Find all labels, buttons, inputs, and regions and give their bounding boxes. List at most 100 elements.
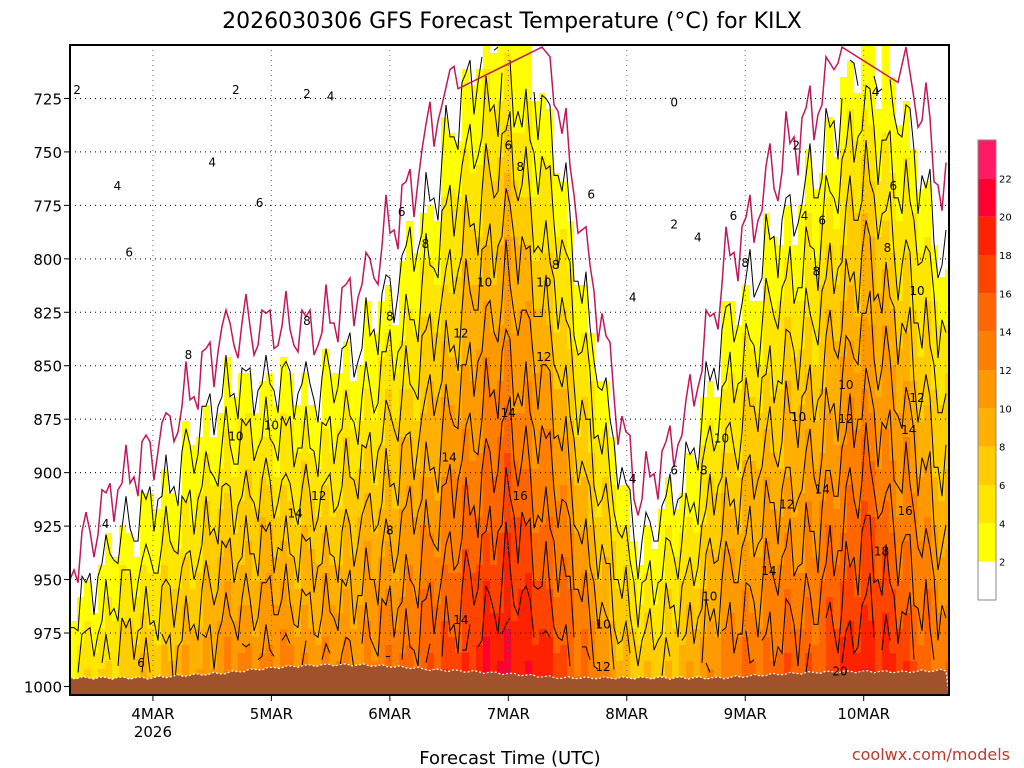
temperature-cell [364, 605, 372, 614]
temperature-cell [294, 517, 302, 526]
temperature-cell [413, 61, 421, 70]
temperature-cell [413, 557, 421, 566]
temperature-cell [413, 109, 421, 118]
temperature-cell [70, 397, 78, 406]
temperature-cell [462, 437, 470, 446]
temperature-cell [252, 637, 260, 646]
temperature-cell [77, 213, 85, 222]
temperature-cell [385, 205, 393, 214]
temperature-cell [98, 149, 106, 158]
temperature-cell [413, 325, 421, 334]
temperature-cell [406, 125, 414, 134]
temperature-cell [203, 101, 211, 110]
temperature-cell [84, 653, 92, 662]
temperature-cell [420, 109, 428, 118]
temperature-cell [210, 485, 218, 494]
temperature-cell [371, 277, 379, 286]
temperature-cell [91, 637, 99, 646]
temperature-cell [259, 149, 267, 158]
temperature-cell [301, 477, 309, 486]
temperature-cell [98, 221, 106, 230]
temperature-cell [399, 77, 407, 86]
temperature-cell [287, 61, 295, 70]
temperature-cell [371, 501, 379, 510]
temperature-cell [406, 365, 414, 374]
temperature-cell [287, 125, 295, 134]
temperature-cell [343, 269, 351, 278]
temperature-cell [385, 269, 393, 278]
temperature-cell [301, 565, 309, 574]
temperature-cell [84, 293, 92, 302]
temperature-cell [126, 45, 134, 54]
temperature-cell [280, 69, 288, 78]
temperature-cell [252, 325, 260, 334]
temperature-cell [350, 549, 358, 558]
temperature-cell [224, 525, 232, 534]
temperature-cell [252, 565, 260, 574]
temperature-cell [126, 373, 134, 382]
temperature-cell [189, 661, 197, 670]
temperature-cell [105, 605, 113, 614]
temperature-cell [161, 333, 169, 342]
temperature-cell [175, 205, 183, 214]
temperature-cell [133, 261, 141, 270]
temperature-cell [126, 421, 134, 430]
temperature-cell [259, 365, 267, 374]
temperature-cell [203, 285, 211, 294]
temperature-cell [147, 101, 155, 110]
temperature-cell [329, 333, 337, 342]
temperature-cell [301, 541, 309, 550]
temperature-cell [280, 653, 288, 662]
temperature-cell [154, 541, 162, 550]
temperature-cell [98, 229, 106, 238]
temperature-cell [252, 365, 260, 374]
temperature-cell [175, 397, 183, 406]
temperature-cell [273, 285, 281, 294]
temperature-cell [399, 221, 407, 230]
temperature-cell [399, 269, 407, 278]
temperature-cell [140, 141, 148, 150]
temperature-cell [371, 141, 379, 150]
temperature-cell [217, 133, 225, 142]
temperature-cell [105, 229, 113, 238]
temperature-cell [161, 389, 169, 398]
temperature-cell [357, 389, 365, 398]
temperature-cell [259, 141, 267, 150]
temperature-cell [112, 53, 120, 62]
temperature-cell [420, 541, 428, 550]
temperature-cell [182, 405, 190, 414]
temperature-cell [301, 173, 309, 182]
temperature-cell [469, 61, 477, 70]
temperature-cell [469, 629, 477, 638]
temperature-cell [238, 85, 246, 94]
temperature-cell [140, 373, 148, 382]
temperature-cell [329, 597, 337, 606]
temperature-cell [336, 197, 344, 206]
temperature-cell [91, 349, 99, 358]
temperature-cell [175, 133, 183, 142]
temperature-cell [154, 493, 162, 502]
temperature-cell [308, 133, 316, 142]
temperature-cell [189, 53, 197, 62]
temperature-cell [91, 533, 99, 542]
temperature-cell [490, 165, 498, 174]
temperature-cell [273, 109, 281, 118]
temperature-cell [84, 221, 92, 230]
temperature-cell [147, 253, 155, 262]
temperature-cell [315, 573, 323, 582]
temperature-cell [434, 237, 442, 246]
temperature-cell [168, 405, 176, 414]
temperature-cell [329, 141, 337, 150]
temperature-cell [112, 429, 120, 438]
temperature-cell [210, 205, 218, 214]
temperature-cell [119, 637, 127, 646]
temperature-cell [203, 669, 211, 678]
temperature-cell [91, 165, 99, 174]
temperature-cell [70, 205, 78, 214]
temperature-cell [357, 509, 365, 518]
temperature-cell [231, 501, 239, 510]
temperature-cell [364, 461, 372, 470]
temperature-cell [315, 501, 323, 510]
temperature-cell [294, 237, 302, 246]
temperature-cell [301, 165, 309, 174]
